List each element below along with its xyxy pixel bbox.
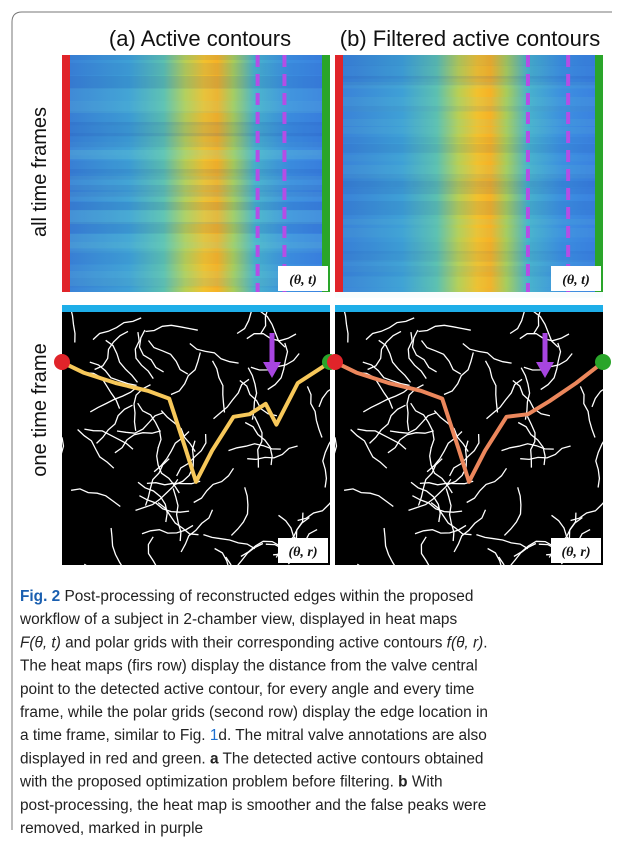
- caption-line: The heat maps (firs row) display the dis…: [20, 658, 478, 675]
- heatmap-band: [62, 55, 330, 60]
- panels: (θ, t) (θ, r) (θ, t) (θ, r): [54, 55, 622, 616]
- axis-label: (θ, t): [289, 273, 316, 288]
- caption-text: and polar grids with their corresponding…: [61, 634, 447, 651]
- caption-line: frame, while the polar grids (second row…: [20, 704, 488, 721]
- caption-line: with the proposed optimization problem b…: [19, 774, 443, 791]
- figure-page: (a) Active contours (b) Filtered active …: [0, 0, 622, 849]
- heatmap-band: [62, 202, 330, 210]
- caption: Fig. 2 Post-processing of reconstructed …: [19, 588, 488, 837]
- heatmap-band: [62, 88, 330, 101]
- heatmap-band: [335, 219, 603, 225]
- caption-line: point to the detected active contour, fo…: [20, 681, 474, 698]
- red-annotation: [335, 55, 343, 292]
- caption-text: frame, while the polar grids (second row…: [20, 704, 488, 721]
- caption-text: 1: [210, 727, 219, 744]
- heatmap-band: [335, 181, 603, 188]
- caption-line: displayed in red and green. a The detect…: [20, 750, 483, 767]
- heatmap-band: [335, 106, 603, 111]
- edge-curve: [84, 564, 134, 574]
- heatmap-band: [62, 222, 330, 233]
- green-annotation: [595, 55, 603, 292]
- heatmap-band: [335, 55, 603, 66]
- heatmap-band: [62, 251, 330, 264]
- cyan-bar: [62, 305, 330, 312]
- caption-text: The heat maps (firs row) display the dis…: [20, 658, 478, 675]
- caption-line: removed, marked in purple: [20, 820, 203, 837]
- heatmap-band: [62, 63, 330, 75]
- caption-line: a time frame, similar to Fig. 1d. The mi…: [20, 727, 487, 744]
- caption-line: F(θ, t) and polar grids with their corre…: [20, 634, 488, 651]
- caption-text: With: [408, 774, 443, 791]
- heatmap-band: [335, 188, 603, 194]
- heatmap-band: [62, 76, 330, 89]
- cyan-bar: [335, 305, 603, 312]
- caption-text: Post-processing of reconstructed edges w…: [60, 588, 473, 605]
- green-annotation: [322, 55, 330, 292]
- heatmap-band: [62, 210, 330, 224]
- caption-text: f(θ, r): [447, 634, 484, 651]
- caption-text: d. The mitral valve annotations are also: [218, 727, 486, 744]
- caption-text: with the proposed optimization problem b…: [19, 774, 398, 791]
- red-annotation: [62, 55, 70, 292]
- heatmap-band: [335, 137, 603, 143]
- caption-line: workflow of a subject in 2-chamber view,…: [19, 611, 457, 628]
- caption-text: post-processing, the heat map is smoothe…: [20, 797, 486, 814]
- heatmap-band: [335, 119, 603, 126]
- axis-label: (θ, r): [288, 545, 317, 560]
- heatmap-band: [335, 155, 603, 161]
- row-label: all time frames: [29, 107, 51, 237]
- edge-curve: [522, 566, 533, 616]
- panel-title: (a) Active contours: [109, 26, 291, 51]
- caption-line: post-processing, the heat map is smoothe…: [20, 797, 486, 814]
- heatmap-band: [335, 201, 603, 210]
- caption-text: a time frame, similar to Fig.: [20, 727, 210, 744]
- green-dot: [595, 354, 611, 370]
- heatmap-band: [335, 82, 603, 88]
- caption-text: The detected active contours obtained: [219, 750, 484, 767]
- red-dot: [327, 354, 343, 370]
- edge-curve: [357, 564, 407, 574]
- row-label: one time frame: [29, 343, 51, 476]
- caption-text: removed, marked in purple: [20, 820, 203, 837]
- caption-text: displayed in red and green.: [20, 750, 210, 767]
- caption-text: Fig. 2: [20, 588, 60, 605]
- heatmap-band: [335, 228, 603, 237]
- caption-text: F(θ, t): [20, 634, 61, 651]
- heatmap-band: [62, 192, 330, 201]
- heatmap-band: [335, 144, 603, 153]
- heatmap-band: [335, 210, 603, 215]
- caption-line: Fig. 2 Post-processing of reconstructed …: [20, 588, 473, 605]
- panel-title: (b) Filtered active contours: [340, 26, 600, 51]
- axis-label: (θ, t): [562, 273, 589, 288]
- heatmap-band: [62, 150, 330, 159]
- caption-text: workflow of a subject in 2-chamber view,…: [19, 611, 457, 628]
- caption-text: b: [398, 774, 407, 791]
- red-dot: [54, 354, 70, 370]
- caption-text: point to the detected active contour, fo…: [20, 681, 474, 698]
- axis-label: (θ, r): [561, 545, 590, 560]
- heatmap-band: [335, 127, 603, 134]
- caption-text: .: [483, 634, 487, 651]
